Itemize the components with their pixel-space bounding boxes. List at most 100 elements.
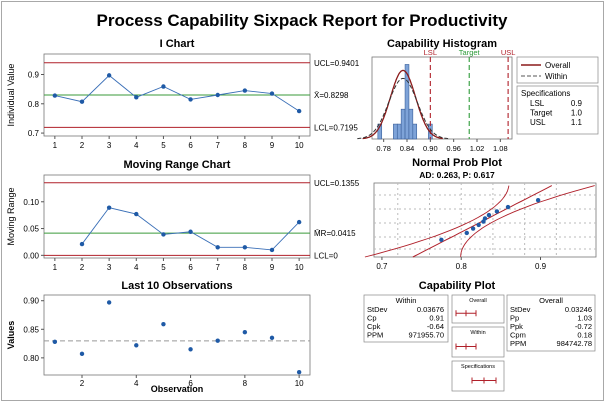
data-point	[242, 245, 248, 250]
x-tick-label: 0.90	[423, 144, 438, 153]
overall-heading: Overall	[539, 296, 563, 305]
chart-title: I Chart	[160, 38, 195, 50]
x-tick-label: 6	[188, 263, 193, 272]
data-point	[106, 73, 112, 78]
within-table	[363, 294, 449, 343]
within-stat-name: Cpk	[367, 322, 381, 331]
histogram-bar	[396, 123, 402, 140]
x-tick-label: 6	[188, 141, 193, 150]
data-point	[439, 237, 444, 242]
data-point	[269, 335, 275, 341]
overall-stat-name: Ppk	[510, 322, 523, 331]
x-tick-label: 5	[161, 141, 166, 150]
specs-box	[516, 85, 599, 135]
histogram-bar	[400, 108, 406, 140]
data-point	[296, 219, 302, 225]
data-point	[79, 241, 85, 247]
spec-name: LSL	[530, 99, 545, 108]
x-tick-label: 8	[243, 379, 248, 388]
i-chart: I Chart Individual Value 0.9 0.8 0.7 1 2 3 4 5 6 7 8…	[6, 38, 360, 150]
x-tick-label: 9	[270, 263, 275, 272]
ucl-label: UCL=0.1355	[314, 179, 360, 188]
moving-range-chart: Moving Range Chart Moving Range 0.10 0.05 0.…	[6, 159, 360, 272]
data-point	[464, 230, 469, 236]
series-line	[54, 74, 300, 112]
x-tick-label: 0.7	[376, 262, 388, 271]
lcl-label: LCL=0.7195	[314, 123, 358, 132]
y-axis-label: Values	[6, 321, 16, 350]
data-point	[161, 232, 166, 237]
mini-interval-box	[451, 326, 505, 358]
y-tick-label: 0.00	[23, 251, 39, 260]
spec-value: 1.1	[571, 118, 583, 127]
confidence-band-lower	[460, 185, 595, 258]
overall-stat-value: 984742.78	[557, 339, 592, 348]
data-point	[482, 216, 488, 221]
within-stat-value: -0.64	[427, 322, 444, 331]
data-point	[106, 205, 112, 210]
capability-histogram: Capability Histogram 0.78 0.84 0.90 0.96 1.02…	[357, 38, 599, 153]
sixpack-report: Process Capability Sixpack Report for Pr…	[6, 11, 599, 394]
within-stat-name: StDev	[367, 305, 388, 314]
x-tick-label: 5	[161, 263, 166, 272]
chart-subtitle: AD: 0.263, P: 0.617	[419, 170, 495, 180]
data-point	[106, 300, 112, 305]
y-axis-label: Moving Range	[6, 187, 16, 245]
data-point	[215, 338, 220, 343]
histogram-bar	[377, 123, 383, 140]
data-point	[161, 84, 166, 89]
y-tick-label: 0.10	[23, 198, 39, 207]
data-point	[188, 229, 193, 234]
data-point	[494, 209, 500, 214]
within-stat-value: 0.03676	[417, 305, 444, 314]
x-tick-label: 7	[215, 263, 220, 272]
data-point	[242, 329, 248, 335]
ucl-label: UCL=0.9401	[314, 59, 360, 68]
target-label: Target	[459, 48, 481, 57]
x-axis-label: Observation	[151, 384, 204, 394]
x-tick-label: 10	[295, 379, 304, 388]
within-heading: Within	[396, 296, 417, 305]
data-point	[52, 93, 58, 98]
overall-stat-value: 0.18	[577, 331, 592, 340]
x-tick-label: 2	[80, 379, 85, 388]
data-point	[52, 339, 58, 345]
legend-overall-label: Overall	[545, 61, 571, 70]
report-title: Process Capability Sixpack Report for Pr…	[97, 11, 509, 30]
x-tick-label: 0.84	[400, 144, 415, 153]
x-tick-label: 8	[243, 141, 248, 150]
x-tick-label: 2	[80, 263, 85, 272]
overall-stat-value: 0.03246	[565, 305, 592, 314]
center-label: M̄R=0.0415	[314, 229, 356, 238]
overall-stat-value: 1.03	[577, 314, 592, 323]
spec-name: Target	[530, 109, 553, 118]
mini-interval-box	[451, 360, 505, 392]
data-point	[242, 88, 248, 93]
y-tick-label: 0.85	[23, 325, 39, 334]
x-tick-label: 4	[134, 141, 139, 150]
mini-box-label: Overall	[469, 298, 486, 304]
chart-title: Capability Plot	[419, 280, 496, 292]
overall-stat-name: Pp	[510, 314, 519, 323]
specs-heading: Specifications	[521, 89, 570, 98]
overall-curve	[362, 69, 443, 140]
data-point	[188, 347, 193, 352]
legend-box	[516, 56, 599, 84]
x-tick-label: 0.96	[446, 144, 461, 153]
data-point	[79, 99, 85, 104]
data-point	[134, 211, 139, 217]
spec-name: USL	[530, 118, 546, 127]
mini-box-label: Specifications	[461, 364, 495, 370]
spec-value: 1.0	[571, 109, 583, 118]
within-stat-value: 0.91	[429, 314, 444, 323]
x-tick-label: 10	[295, 141, 304, 150]
within-curve	[357, 77, 449, 140]
lsl-label: LSL	[424, 48, 437, 57]
x-tick-label: 1	[53, 141, 58, 150]
plot-area	[43, 294, 311, 376]
data-point	[535, 198, 541, 203]
data-point	[161, 321, 166, 327]
y-tick-label: 0.05	[23, 225, 39, 234]
